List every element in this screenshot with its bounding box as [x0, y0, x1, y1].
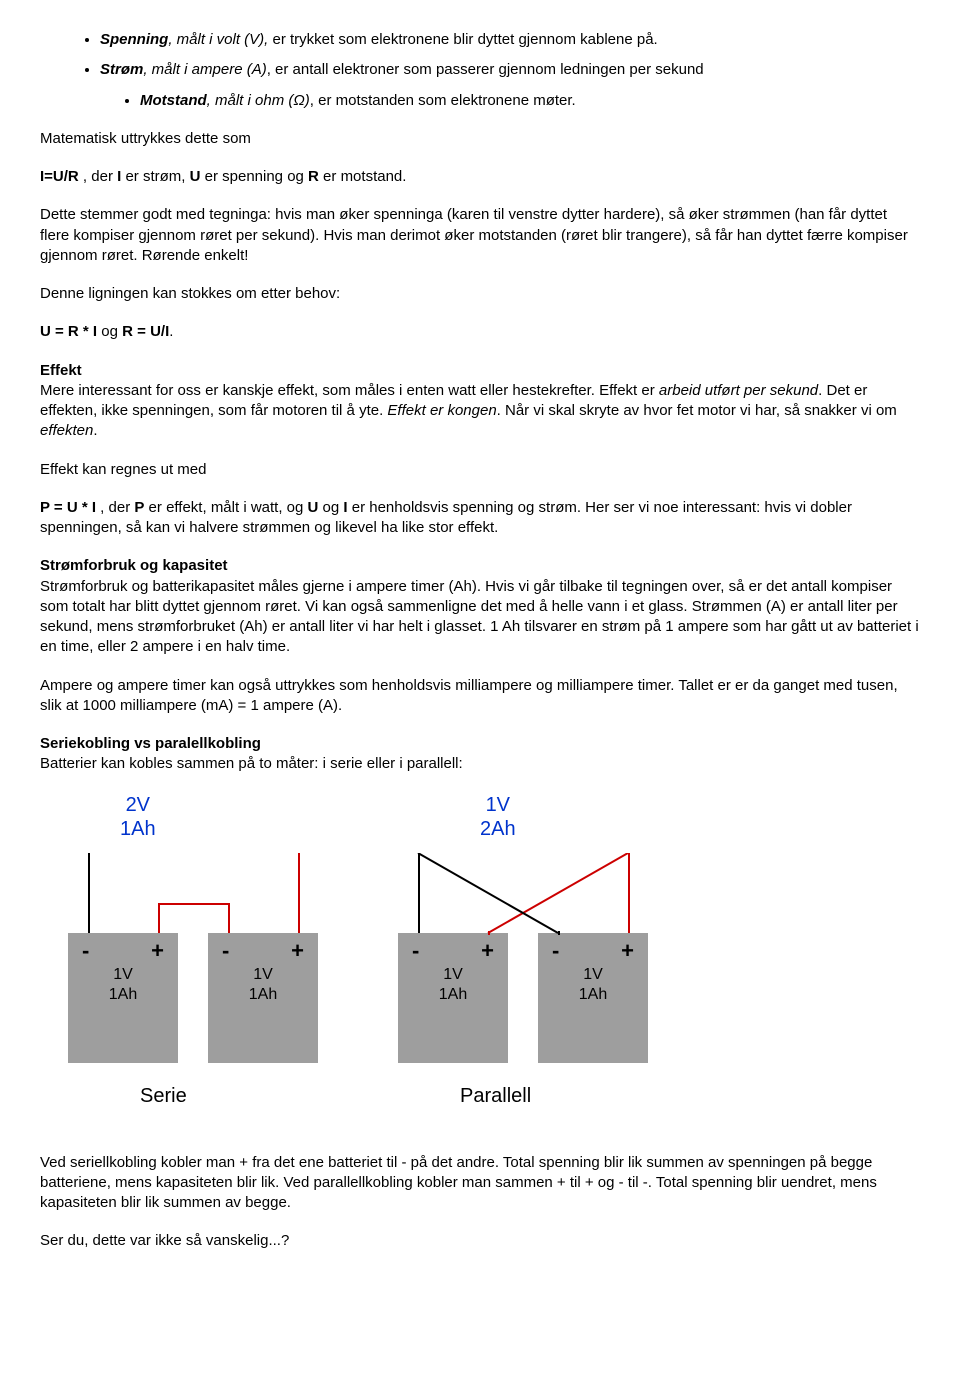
- unit: , målt i volt (V),: [168, 31, 268, 48]
- wire: [228, 903, 230, 933]
- wire: [88, 853, 90, 933]
- desc: , er motstanden som elektronene møter.: [310, 92, 576, 109]
- series-top-label: 2V 1Ah: [120, 793, 156, 841]
- cross-wires: [398, 853, 658, 935]
- wire: [298, 853, 300, 933]
- term: Spenning: [100, 31, 168, 48]
- cell-4: - + 1V 1Ah: [538, 933, 648, 1063]
- serie-para: Seriekobling vs paralellkobling Batterie…: [40, 734, 920, 775]
- series-parallel-diagram: 2V 1Ah 1V 2Ah - + 1V 1Ah - + 1V 1Ah - + …: [40, 793, 680, 1133]
- rearr-line: U = R * I og R = U/I.: [40, 322, 920, 342]
- outro: Ser du, dette var ikke så vanskelig...?: [40, 1231, 920, 1251]
- ohms-law: I=U/R: [40, 168, 79, 185]
- minus-icon: -: [552, 937, 559, 965]
- desc: er trykket som elektronene blir dyttet g…: [268, 31, 657, 48]
- mA-para: Ampere og ampere timer kan også uttrykke…: [40, 676, 920, 717]
- minus-icon: -: [222, 937, 229, 965]
- forbruk-para: Strømforbruk og kapasitet Strømforbruk o…: [40, 556, 920, 657]
- power-formula: P = U * I: [40, 499, 96, 516]
- rearr-b: R = U/I: [122, 323, 169, 340]
- series-bottom-label: Serie: [140, 1083, 187, 1110]
- minus-icon: -: [82, 937, 89, 965]
- ohms-explain: Dette stemmer godt med tegninga: hvis ma…: [40, 205, 920, 266]
- unit: , målt i ampere (A): [143, 61, 266, 78]
- wire: [158, 903, 230, 905]
- plus-icon: +: [621, 937, 634, 965]
- wire: [488, 931, 490, 935]
- unit: , målt i ohm (Ω): [207, 92, 310, 109]
- definitions-list: Spenning, målt i volt (V), er trykket so…: [40, 30, 920, 111]
- cell-3: - + 1V 1Ah: [398, 933, 508, 1063]
- var-P: P: [134, 499, 144, 516]
- serie-heading: Seriekobling vs paralellkobling: [40, 735, 261, 752]
- bullet-strom: Strøm, målt i ampere (A), er antall elek…: [100, 60, 920, 80]
- parallel-top-label: 1V 2Ah: [480, 793, 516, 841]
- serie-explain: Ved seriellkobling kobler man + fra det …: [40, 1153, 920, 1214]
- plus-icon: +: [291, 937, 304, 965]
- ohms-rest-prefix: , der: [79, 168, 117, 185]
- rearr-intro: Denne ligningen kan stokkes om etter beh…: [40, 284, 920, 304]
- term: Strøm: [100, 61, 143, 78]
- cell-2: - + 1V 1Ah: [208, 933, 318, 1063]
- plus-icon: +: [481, 937, 494, 965]
- plus-icon: +: [151, 937, 164, 965]
- rearr-a: U = R * I: [40, 323, 97, 340]
- term: Motstand: [140, 92, 207, 109]
- effekt-para: Effekt Mere interessant for oss er kansk…: [40, 361, 920, 442]
- wire: [158, 903, 160, 933]
- cell-1: - + 1V 1Ah: [68, 933, 178, 1063]
- effekt-intro2: Effekt kan regnes ut med: [40, 460, 920, 480]
- desc: , er antall elektroner som passerer gjen…: [267, 61, 704, 78]
- ohms-law-line: I=U/R , der I er strøm, U er spenning og…: [40, 167, 920, 187]
- forbruk-heading: Strømforbruk og kapasitet: [40, 557, 228, 574]
- var-R: R: [308, 168, 319, 185]
- effekt-heading: Effekt: [40, 362, 82, 379]
- wire: [558, 931, 560, 935]
- bullet-spenning: Spenning, målt i volt (V), er trykket so…: [100, 30, 920, 50]
- parallel-bottom-label: Parallell: [460, 1083, 531, 1110]
- power-line: P = U * I , der P er effekt, målt i watt…: [40, 498, 920, 539]
- var-U: U: [190, 168, 201, 185]
- bullet-motstand: Motstand, målt i ohm (Ω), er motstanden …: [140, 91, 920, 111]
- minus-icon: -: [412, 937, 419, 965]
- math-intro: Matematisk uttrykkes dette som: [40, 129, 920, 149]
